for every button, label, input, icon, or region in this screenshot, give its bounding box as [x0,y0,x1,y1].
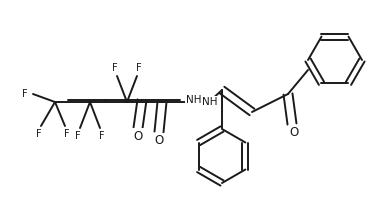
Text: F: F [136,63,142,73]
Text: F: F [22,89,28,99]
Text: O: O [154,135,163,147]
Text: O: O [289,126,299,140]
Text: NH: NH [202,97,218,107]
Text: NH: NH [186,95,201,105]
Text: F: F [75,131,81,141]
Text: F: F [112,63,118,73]
Text: F: F [36,129,42,139]
Text: O: O [133,130,143,142]
Text: F: F [99,131,105,141]
Text: F: F [64,129,70,139]
